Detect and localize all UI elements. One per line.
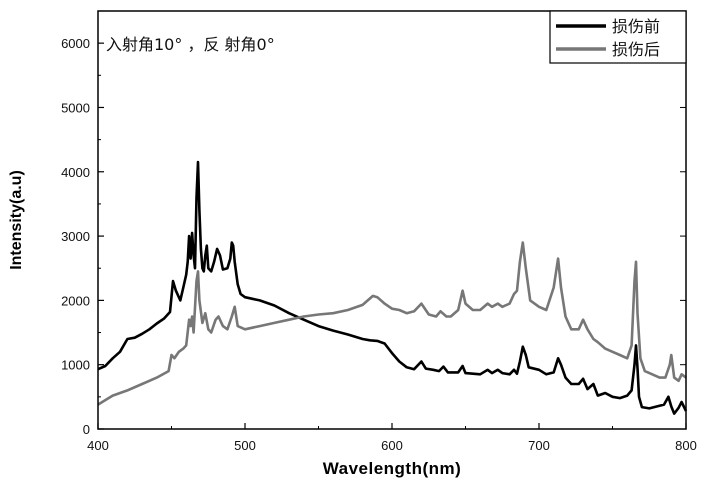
legend-label-series-2: 损伤后 <box>612 40 660 59</box>
y-tick-label: 2000 <box>61 293 90 308</box>
y-tick-label: 5000 <box>61 100 90 115</box>
series-line-2 <box>97 241 687 406</box>
y-tick-label: 4000 <box>61 165 90 180</box>
plot-area <box>97 160 688 415</box>
y-tick-label: 0 <box>83 422 90 437</box>
y-tick-label: 3000 <box>61 229 90 244</box>
y-tick-label: 6000 <box>61 36 90 51</box>
x-tick-label: 400 <box>87 438 109 453</box>
x-tick-label: 500 <box>234 438 256 453</box>
legend-label-series-1: 损伤前 <box>612 17 660 36</box>
x-tick-label: 600 <box>381 438 403 453</box>
x-axis: 400 500 600 700 800 <box>87 423 697 453</box>
x-tick-label: 700 <box>528 438 550 453</box>
chart-annotation: 入射角10° ，反 射角0° <box>106 35 275 54</box>
legend-box <box>549 10 687 64</box>
y-tick-label: 1000 <box>61 358 90 373</box>
plot-frame <box>97 10 687 430</box>
x-axis-title: Wavelength(nm) <box>323 459 462 478</box>
y-axis-title: Intensity(a.u) <box>8 170 25 270</box>
series-line-1 <box>97 160 688 415</box>
x-tick-label: 800 <box>675 438 697 453</box>
legend: 损伤前 损伤后 <box>549 10 687 64</box>
y-axis: 0 1000 2000 3000 4000 5000 6000 <box>61 36 686 437</box>
